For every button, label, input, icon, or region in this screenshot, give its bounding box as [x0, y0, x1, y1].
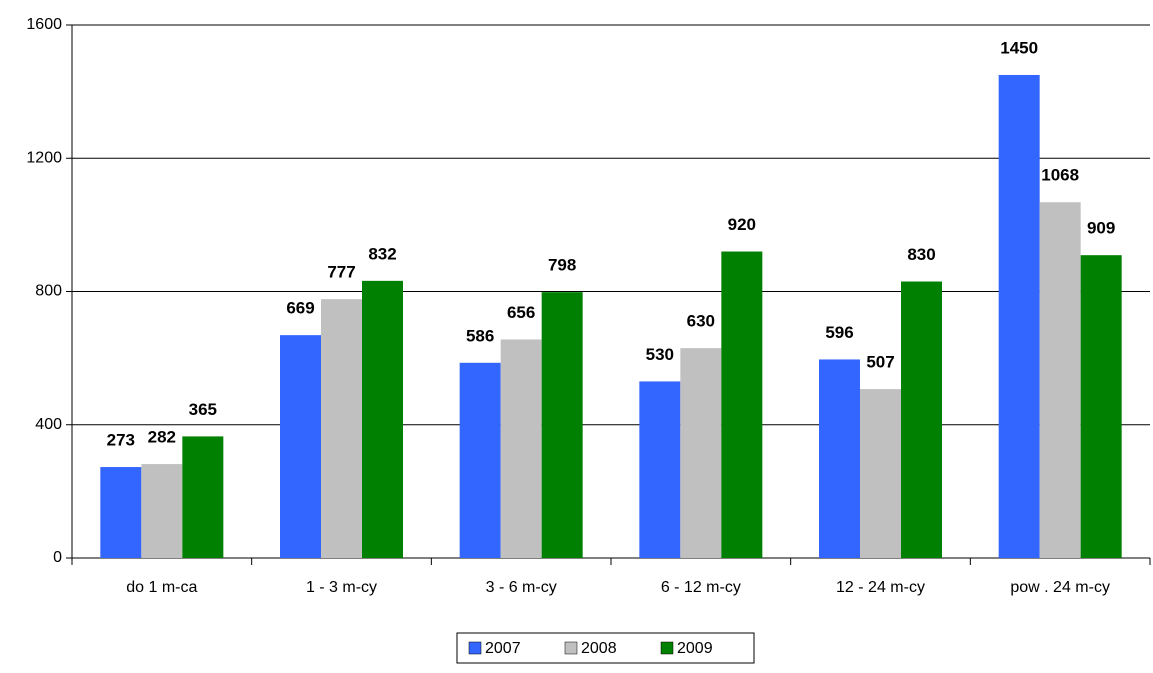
- legend-label: 2009: [677, 640, 713, 657]
- value-label: 596: [825, 323, 853, 342]
- value-label: 630: [687, 312, 715, 331]
- value-label: 586: [466, 326, 494, 345]
- value-label: 777: [327, 263, 355, 282]
- legend-swatch: [564, 641, 578, 655]
- bar: [541, 292, 583, 558]
- value-label: 273: [107, 431, 135, 450]
- x-tick-label: 1 - 3 m-cy: [306, 579, 377, 596]
- bar: [182, 436, 224, 558]
- bar: [1080, 255, 1122, 558]
- value-label: 798: [548, 256, 576, 275]
- bar: [459, 362, 501, 558]
- x-tick-label: 12 - 24 m-cy: [836, 579, 925, 596]
- bar: [500, 339, 542, 558]
- x-tick-label: 6 - 12 m-cy: [661, 579, 741, 596]
- bar: [321, 299, 362, 558]
- legend-label: 2008: [581, 640, 617, 657]
- legend-box: [456, 632, 755, 664]
- value-label: 507: [866, 353, 894, 372]
- bar: [721, 251, 763, 558]
- legend-swatch: [660, 641, 674, 655]
- bar: [280, 335, 321, 558]
- bar: [639, 381, 681, 558]
- y-tick-label: 400: [35, 416, 62, 433]
- legend-swatch: [468, 641, 482, 655]
- value-label: 530: [646, 345, 674, 364]
- value-label: 282: [148, 428, 176, 447]
- bar: [141, 464, 183, 558]
- value-label: 1450: [1000, 38, 1038, 57]
- y-tick-label: 1600: [26, 16, 62, 33]
- bar: [998, 74, 1040, 558]
- bar: [680, 348, 722, 558]
- value-label: 1068: [1041, 166, 1079, 185]
- y-tick-label: 800: [35, 283, 62, 300]
- x-tick-label: pow . 24 m-cy: [1010, 579, 1110, 596]
- value-label: 656: [507, 303, 535, 322]
- x-tick-label: 3 - 6 m-cy: [486, 579, 557, 596]
- bar: [362, 280, 403, 558]
- value-label: 909: [1087, 219, 1115, 238]
- value-label: 830: [907, 245, 935, 264]
- bar: [860, 389, 901, 558]
- value-label: 920: [728, 215, 756, 234]
- y-tick-label: 1200: [26, 149, 62, 166]
- value-label: 832: [368, 244, 396, 263]
- value-label: 365: [189, 400, 217, 419]
- y-tick-label: 0: [53, 549, 62, 566]
- bar: [901, 281, 942, 558]
- value-label: 669: [286, 299, 314, 318]
- bar: [1039, 202, 1081, 558]
- bar: [100, 467, 142, 558]
- bar: [819, 359, 860, 558]
- legend-label: 2007: [485, 640, 521, 657]
- x-tick-label: do 1 m-ca: [126, 579, 197, 596]
